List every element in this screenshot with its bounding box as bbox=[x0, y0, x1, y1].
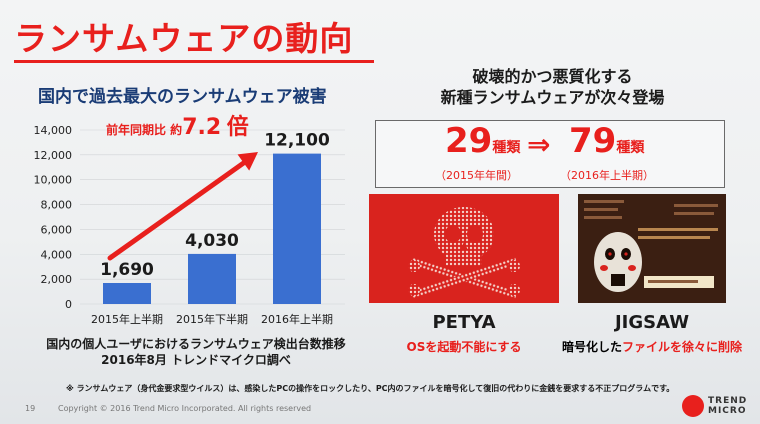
logo-line1: TREND bbox=[708, 396, 748, 406]
jigsaw-screen-image bbox=[578, 194, 726, 303]
y-tick-label: 2,000 bbox=[41, 273, 73, 286]
count-2016: 79種類 bbox=[569, 121, 644, 161]
chart-source-line2: 2016年8月 トレンドマイクロ調べ bbox=[101, 353, 291, 367]
trend-micro-logo-icon bbox=[682, 395, 704, 417]
count-2015: 29種類 bbox=[445, 121, 520, 161]
variant-count-box: 29種類 ⇒ 79種類 （2015年年間） （2016年上半期） bbox=[375, 120, 725, 188]
double-arrow-icon: ⇒ bbox=[527, 128, 551, 161]
y-tick-label: 8,000 bbox=[41, 199, 73, 212]
bar-value-label: 1,690 bbox=[100, 260, 154, 280]
y-tick-label: 10,000 bbox=[34, 174, 73, 187]
growth-prefix: 前年同期比 約 bbox=[106, 123, 183, 137]
y-tick-label: 14,000 bbox=[34, 124, 73, 137]
growth-value: 7.2 bbox=[182, 115, 222, 140]
bar-value-label: 12,100 bbox=[264, 131, 330, 151]
title-underline bbox=[14, 60, 374, 63]
period-2016: （2016年上半期） bbox=[560, 169, 654, 182]
y-tick-label: 12,000 bbox=[34, 149, 73, 162]
count-2015-unit: 種類 bbox=[492, 140, 521, 156]
copyright-text: Copyright © 2016 Trend Micro Incorporate… bbox=[58, 404, 312, 413]
period-2015: （2015年年間） bbox=[435, 169, 518, 182]
ransomware-footnote: ※ ランサムウェア（身代金要求型ウイルス）は、感染したPCの操作をロックしたり、… bbox=[66, 384, 675, 393]
jigsaw-description-prefix: 暗号化した bbox=[561, 340, 622, 354]
growth-arrow-line bbox=[107, 154, 255, 261]
slide-title: ランサムウェアの動向 bbox=[14, 19, 354, 58]
bar bbox=[188, 253, 236, 304]
jigsaw-name: JIGSAW bbox=[614, 312, 690, 333]
right-heading-line1: 破壊的かつ悪質化する bbox=[472, 67, 633, 86]
x-tick-label: 2016年上半期 bbox=[261, 312, 333, 326]
bar bbox=[103, 282, 151, 304]
jigsaw-puppet-icon bbox=[578, 194, 726, 303]
x-tick-label: 2015年上半期 bbox=[91, 312, 163, 326]
growth-arrow-head bbox=[237, 152, 258, 171]
x-tick-label: 2015年下半期 bbox=[176, 312, 248, 326]
chart-source-note: 国内の個人ユーザにおけるランサムウェア検出台数推移 2016年8月 トレンドマイ… bbox=[32, 336, 360, 368]
petya-name: PETYA bbox=[432, 312, 496, 333]
jigsaw-description-highlight: ファイルを徐々に削除 bbox=[622, 340, 743, 354]
right-heading: 破壊的かつ悪質化する 新種ランサムウェアが次々登場 bbox=[430, 66, 675, 108]
petya-screen-image bbox=[369, 194, 559, 303]
jigsaw-description: 暗号化したファイルを徐々に削除 bbox=[560, 338, 744, 355]
chart-source-line1: 国内の個人ユーザにおけるランサムウェア検出台数推移 bbox=[46, 337, 346, 351]
petya-description: OSを起動不能にする bbox=[406, 340, 522, 354]
count-2016-unit: 種類 bbox=[616, 140, 645, 156]
skull-crossbones-icon bbox=[408, 207, 520, 299]
right-heading-line2: 新種ランサムウェアが次々登場 bbox=[440, 88, 665, 107]
bar bbox=[273, 153, 321, 304]
count-2016-number: 79 bbox=[569, 121, 617, 161]
page-number: 19 bbox=[25, 404, 36, 413]
bar-value-label: 4,030 bbox=[185, 231, 239, 251]
growth-annotation: 前年同期比 約7.2 倍 bbox=[106, 109, 249, 141]
y-tick-label: 6,000 bbox=[41, 223, 73, 236]
growth-suffix: 倍 bbox=[226, 115, 249, 140]
logo-line2: MICRO bbox=[708, 406, 747, 416]
left-heading: 国内で過去最大のランサムウェア被害 bbox=[38, 87, 327, 107]
y-tick-label: 0 bbox=[65, 298, 72, 311]
trend-micro-logo-text: TREND MICRO bbox=[708, 396, 747, 416]
y-tick-label: 4,000 bbox=[41, 248, 73, 261]
count-2015-number: 29 bbox=[445, 121, 493, 161]
